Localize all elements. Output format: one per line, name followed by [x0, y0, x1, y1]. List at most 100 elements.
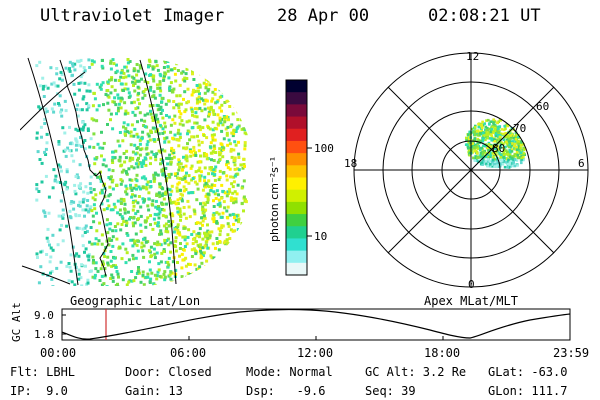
x-tick-label: 00:00	[40, 346, 77, 360]
aurora-pixel	[116, 139, 120, 143]
polar-aurora-pixel	[477, 125, 481, 129]
aurora-pixel	[219, 215, 223, 219]
aurora-pixel	[62, 213, 66, 217]
aurora-pixel	[212, 170, 216, 174]
aurora-pixel	[135, 132, 139, 136]
aurora-pixel	[169, 81, 173, 85]
aurora-pixel	[166, 260, 170, 264]
aurora-pixel	[228, 142, 232, 146]
aurora-pixel	[157, 207, 161, 211]
polar-aurora-pixel	[489, 120, 493, 123]
aurora-pixel	[160, 284, 164, 286]
polar-aurora-pixel	[486, 164, 489, 168]
polar-aurora-pixel	[482, 136, 486, 140]
aurora-pixel	[108, 227, 112, 231]
aurora-pixel	[213, 138, 217, 142]
polar-aurora-pixel	[489, 143, 493, 147]
aurora-pixel	[55, 72, 59, 76]
aurora-pixel	[81, 97, 85, 101]
aurora-pixel	[235, 242, 239, 246]
aurora-pixel	[158, 82, 162, 86]
aurora-pixel	[85, 108, 89, 112]
aurora-pixel	[83, 231, 87, 234]
aurora-pixel	[240, 186, 244, 190]
aurora-pixel	[180, 275, 184, 279]
aurora-pixel	[175, 186, 179, 190]
aurora-pixel	[187, 119, 191, 123]
aurora-pixel	[242, 209, 245, 213]
aurora-pixel	[142, 159, 145, 163]
aurora-pixel	[77, 88, 81, 92]
aurora-pixel	[119, 106, 123, 110]
aurora-pixel	[127, 258, 131, 262]
aurora-pixel	[123, 207, 126, 211]
aurora-pixel	[111, 169, 115, 173]
aurora-pixel	[83, 123, 87, 127]
aurora-pixel	[215, 281, 219, 284]
aurora-pixel	[211, 242, 215, 246]
aurora-pixel	[162, 66, 166, 69]
aurora-pixel	[135, 187, 138, 191]
aurora-pixel	[134, 256, 138, 260]
aurora-pixel	[203, 91, 207, 95]
aurora-pixel	[203, 166, 207, 170]
aurora-pixel	[145, 146, 149, 150]
aurora-pixel	[100, 59, 104, 62]
aurora-pixel	[234, 200, 238, 204]
aurora-pixel	[206, 223, 209, 227]
polar-aurora-pixel	[515, 159, 519, 162]
aurora-pixel	[149, 112, 153, 116]
aurora-pixel	[86, 199, 90, 202]
polar-aurora-pixel	[485, 128, 488, 132]
aurora-pixel	[240, 201, 244, 205]
aurora-pixel	[90, 117, 94, 121]
aurora-pixel	[207, 114, 211, 118]
aurora-pixel	[177, 168, 181, 172]
aurora-pixel	[186, 235, 190, 239]
aurora-pixel	[198, 106, 202, 110]
aurora-pixel	[168, 273, 172, 277]
seq-value: Seq: 39	[365, 384, 416, 398]
aurora-pixel	[152, 90, 156, 94]
aurora-pixel	[243, 141, 247, 145]
aurora-pixel	[100, 64, 104, 68]
aurora-pixel	[242, 109, 246, 113]
aurora-pixel	[203, 203, 207, 207]
aurora-pixel	[35, 252, 39, 256]
polar-aurora-pixel	[503, 124, 506, 128]
aurora-pixel	[111, 235, 115, 239]
polar-aurora-pixel	[497, 135, 500, 138]
aurora-pixel	[221, 123, 225, 127]
aurora-pixel	[119, 164, 123, 168]
aurora-pixel	[38, 84, 42, 88]
aurora-pixel	[111, 155, 115, 159]
aurora-pixel	[100, 154, 103, 158]
aurora-pixel	[134, 107, 138, 111]
aurora-pixel	[227, 224, 231, 228]
aurora-pixel	[71, 64, 75, 68]
aurora-pixel	[225, 253, 229, 257]
aurora-pixel	[196, 100, 200, 104]
aurora-pixel	[233, 253, 237, 257]
aurora-pixel	[146, 81, 150, 84]
aurora-pixel	[111, 279, 115, 283]
aurora-pixel	[210, 256, 214, 260]
aurora-pixel	[161, 173, 165, 177]
aurora-pixel	[119, 182, 123, 186]
aurora-pixel	[201, 205, 205, 209]
aurora-pixel	[110, 264, 114, 268]
aurora-pixel	[171, 214, 175, 218]
polar-aurora-pixel	[467, 138, 471, 142]
aurora-pixel	[147, 191, 151, 195]
aurora-pixel	[147, 208, 151, 212]
aurora-pixel	[225, 71, 228, 75]
polar-aurora-pixel	[465, 138, 468, 142]
polar-aurora-pixel	[502, 150, 506, 153]
aurora-pixel	[243, 131, 247, 135]
aurora-pixel	[79, 81, 83, 85]
aurora-pixel	[172, 155, 176, 159]
aurora-pixel	[163, 149, 167, 153]
polar-aurora-pixel	[503, 165, 507, 169]
aurora-pixel	[77, 81, 81, 85]
aurora-pixel	[108, 237, 111, 241]
